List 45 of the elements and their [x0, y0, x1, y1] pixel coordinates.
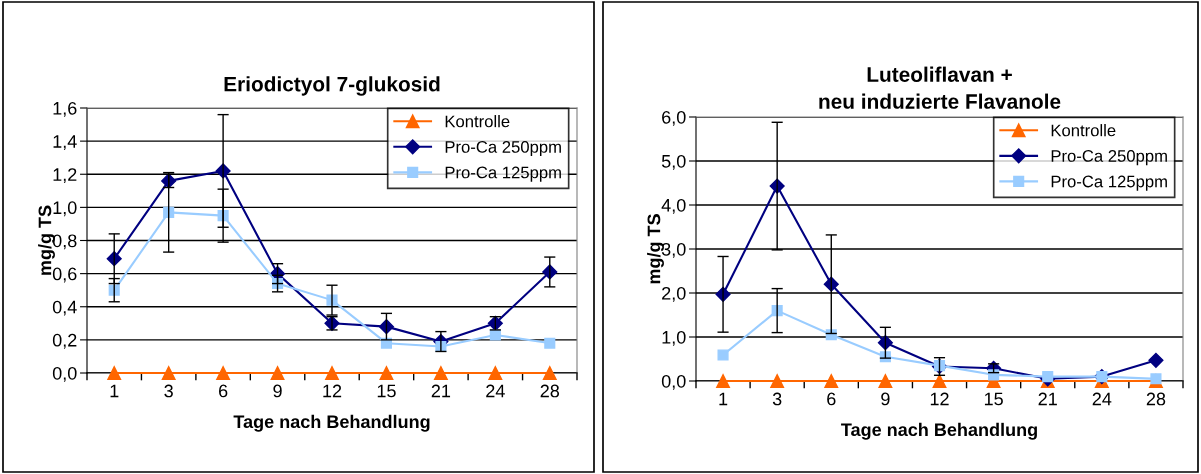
y-axis-title: mg/g TS	[647, 214, 664, 284]
y-tick-label: 1,4	[53, 135, 77, 150]
y-tick-label: 0,0	[52, 366, 77, 382]
x-axis-title: Tage nach Behandlung	[233, 414, 430, 432]
y-tick-label: 1,0	[662, 330, 686, 346]
legend-label: Pro-Ca 250ppm	[445, 141, 561, 157]
x-tick-label: 1	[110, 384, 119, 398]
y-tick-label: 1,2	[53, 168, 77, 184]
x-tick-label: 3	[772, 392, 782, 406]
chart-title: Luteoliflavan + neu induzierte Flavanole	[819, 66, 1061, 109]
y-tick-label: 6,0	[662, 110, 686, 126]
y-tick-label: 3,0	[661, 242, 686, 258]
y-tick-label: 0,6	[52, 267, 77, 283]
y-tick-label: 2,0	[662, 286, 686, 302]
legend-label: Pro-Ca 250ppm	[1051, 150, 1167, 166]
x-tick-label: 28	[540, 384, 560, 398]
y-tick-label: 0,0	[661, 374, 686, 390]
y-tick-label: 5,0	[661, 154, 686, 170]
x-tick-label: 6	[219, 384, 228, 398]
y-tick-label: 1,0	[53, 201, 77, 217]
legend-label: Pro-Ca 125ppm	[1051, 175, 1167, 191]
x-tick-label: 15	[377, 384, 396, 398]
x-tick-label: 21	[1038, 392, 1057, 406]
x-tick-label: 24	[1092, 392, 1112, 406]
y-tick-label: 1,6	[53, 101, 77, 117]
x-tick-label: 15	[984, 392, 1003, 406]
x-tick-label: 9	[881, 392, 890, 406]
y-tick-label: 0,8	[52, 234, 77, 250]
legend-label: Kontrolle	[445, 115, 510, 128]
y-tick-label: 0,2	[52, 333, 77, 349]
y-tick-label: 4,0	[661, 198, 686, 214]
x-tick-label: 24	[486, 384, 505, 398]
x-tick-label: 12	[323, 384, 342, 398]
x-tick-label: 12	[930, 392, 949, 406]
chart-title: Eriodictyol 7-glukosid	[224, 76, 440, 96]
x-tick-label: 21	[431, 384, 451, 398]
legend-label: Pro-Ca 125ppm	[445, 166, 561, 182]
x-tick-label: 1	[719, 392, 728, 406]
y-tick-label: 0,4	[52, 300, 77, 316]
x-tick-label: 9	[273, 384, 282, 398]
x-tick-label: 28	[1146, 392, 1166, 406]
legend-label: Kontrolle	[1051, 124, 1116, 137]
x-tick-label: 3	[164, 384, 173, 398]
x-tick-label: 6	[827, 392, 836, 406]
x-axis-title: Tage nach Behandlung	[841, 422, 1037, 440]
